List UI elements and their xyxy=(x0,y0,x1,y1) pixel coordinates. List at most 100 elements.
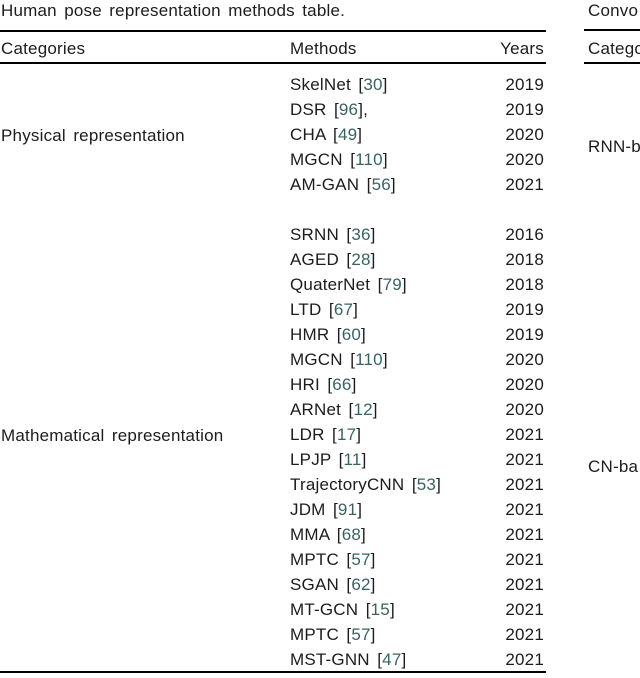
year-cell: 2020 xyxy=(505,400,544,419)
citation-close-bracket: ] xyxy=(370,225,376,244)
citation-close-bracket: ] xyxy=(372,400,378,419)
citation-open-bracket: [ xyxy=(328,300,334,319)
citation-ref[interactable]: 28 xyxy=(351,250,371,269)
method-cell: SGAN [62] xyxy=(290,575,494,595)
citation-ref[interactable]: 12 xyxy=(353,400,373,419)
table-row: MGCN [110] 2020 xyxy=(0,148,546,173)
citation-close-bracket: ] xyxy=(353,300,359,319)
method-cell: MGCN [110] xyxy=(290,350,494,370)
citation-ref[interactable]: 60 xyxy=(341,325,362,344)
method-name: MST-GNN xyxy=(290,650,370,669)
citation-open-bracket: [ xyxy=(336,525,342,544)
method-name: TrajectoryCNN xyxy=(290,475,405,494)
year-cell: 2020 xyxy=(505,375,544,394)
citation-ref[interactable]: 57 xyxy=(351,550,371,569)
citation-open-bracket: [ xyxy=(336,325,342,344)
citation-open-bracket: [ xyxy=(350,350,356,369)
right-table-header-fragment: Catego xyxy=(588,39,640,58)
citation-ref[interactable]: 68 xyxy=(341,525,362,544)
table-row: SkelNet [30] 2019 xyxy=(0,73,546,98)
citation-ref[interactable]: 11 xyxy=(343,450,362,469)
citation-close-bracket: ] xyxy=(370,550,376,569)
method-cell: AGED [28] xyxy=(290,250,494,270)
citation-ref[interactable]: 79 xyxy=(382,275,402,294)
table-row: HMR [60] 2019 xyxy=(0,323,546,348)
citation-ref[interactable]: 47 xyxy=(382,650,402,669)
citation-ref[interactable]: 96 xyxy=(338,100,359,119)
table-top-rule xyxy=(0,30,546,32)
citation-ref[interactable]: 62 xyxy=(351,575,371,594)
method-cell: DSR [96], xyxy=(290,100,494,120)
citation-ref[interactable]: 56 xyxy=(371,175,391,194)
citation-open-bracket: [ xyxy=(333,125,338,144)
table-row: MST-GNN [47] 2021 xyxy=(0,648,546,673)
citation-ref[interactable]: 110 xyxy=(355,350,383,369)
table-row: LTD [67] 2019 xyxy=(0,298,546,323)
table-bottom-rule xyxy=(0,671,546,673)
citation-ref[interactable]: 53 xyxy=(416,475,437,494)
method-cell: HRI [66] xyxy=(290,375,494,395)
year-cell: 2019 xyxy=(505,100,544,119)
column-header-methods: Methods xyxy=(290,39,357,58)
citation-close-bracket: ] xyxy=(401,650,407,669)
citation-ref[interactable]: 66 xyxy=(332,375,352,394)
method-name: AGED xyxy=(290,250,339,269)
table-row: AGED [28] 2018 xyxy=(0,248,546,273)
table-row: MMA [68] 2021 xyxy=(0,523,546,548)
citation-ref[interactable]: 30 xyxy=(363,75,383,94)
citation-ref[interactable]: 57 xyxy=(351,625,371,644)
citation-ref[interactable]: 67 xyxy=(333,300,354,319)
citation-ref[interactable]: 17 xyxy=(336,425,357,444)
column-header-years: Years xyxy=(500,39,544,58)
method-cell: SRNN [36] xyxy=(290,225,494,245)
citation-open-bracket: [ xyxy=(411,475,417,494)
method-cell: ARNet [12] xyxy=(290,400,494,420)
method-name: LTD xyxy=(290,300,322,319)
citation-close-bracket: ] xyxy=(361,325,366,344)
method-name: LPJP xyxy=(290,450,332,469)
citation-open-bracket: [ xyxy=(346,625,352,644)
citation-close-bracket: ] xyxy=(370,250,376,269)
table-row: DSR [96], 2019 xyxy=(0,98,546,123)
table-row: ARNet [12] 2020 xyxy=(0,398,546,423)
citation-ref[interactable]: 110 xyxy=(355,150,383,169)
method-name: MPTC xyxy=(290,550,339,569)
method-cell: MGCN [110] xyxy=(290,150,494,170)
citation-close-bracket: ] xyxy=(361,450,367,469)
method-name: MPTC xyxy=(290,625,339,644)
citation-open-bracket: [ xyxy=(350,150,356,169)
method-cell: AM-GAN [56] xyxy=(290,175,494,195)
year-cell: 2021 xyxy=(505,475,544,494)
table-caption: Human pose representation methods table. xyxy=(1,1,346,20)
citation-open-bracket: [ xyxy=(348,400,354,419)
category-label-mathematical: Mathematical representation xyxy=(1,425,224,445)
citation-open-bracket: [ xyxy=(338,450,344,469)
citation-ref[interactable]: 15 xyxy=(370,600,390,619)
body-spacer xyxy=(0,64,546,73)
year-cell: 2019 xyxy=(505,300,544,319)
method-name: AM-GAN xyxy=(290,175,360,194)
right-table-header-rule xyxy=(584,62,640,64)
citation-close-bracket: ] xyxy=(389,600,395,619)
method-cell: LDR [17] xyxy=(290,425,494,445)
citation-ref[interactable]: 91 xyxy=(337,500,358,519)
citation-open-bracket: [ xyxy=(346,550,352,569)
citation-close-bracket: ] xyxy=(382,75,388,94)
year-cell: 2021 xyxy=(505,425,544,444)
year-cell: 2021 xyxy=(505,650,544,669)
method-cell: JDM [91] xyxy=(290,500,494,520)
citation-close-bracket: ] xyxy=(390,175,396,194)
table-row: MPTC [57] 2021 xyxy=(0,548,546,573)
method-name: LDR xyxy=(290,425,325,444)
method-name: SkelNet xyxy=(290,75,351,94)
citation-close-bracket: ] xyxy=(351,375,357,394)
method-cell: MMA [68] xyxy=(290,525,494,545)
citation-ref[interactable]: 36 xyxy=(351,225,371,244)
table-row: MT-GCN [15] 2021 xyxy=(0,598,546,623)
citation-ref[interactable]: 49 xyxy=(337,125,358,144)
citation-close-bracket: ] xyxy=(357,500,363,519)
year-cell: 2021 xyxy=(505,175,544,194)
group-gap xyxy=(0,198,546,223)
method-cell: HMR [60] xyxy=(290,325,494,345)
right-table-top-rule xyxy=(584,29,640,31)
